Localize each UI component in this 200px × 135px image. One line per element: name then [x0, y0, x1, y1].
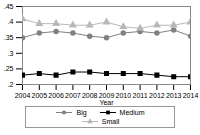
svg-text:2013: 2013: [166, 92, 182, 99]
svg-text:2006: 2006: [48, 92, 64, 99]
svg-text:.2: .2: [8, 81, 14, 88]
svg-text:2011: 2011: [133, 92, 148, 99]
html-text:Medium: Medium: [119, 109, 145, 116]
svg-text:.35: .35: [4, 34, 14, 41]
svg-text:.45: .45: [4, 3, 14, 10]
svg-text:.3: .3: [8, 50, 14, 57]
svg-text:2014: 2014: [183, 92, 199, 99]
svg-text:Year: Year: [99, 99, 114, 106]
svg-text:2008: 2008: [82, 92, 98, 99]
html-text:Small: Small: [101, 118, 120, 125]
svg-text:2009: 2009: [98, 92, 115, 100]
svg-text:.4: .4: [8, 18, 14, 25]
svg-text:2010: 2010: [116, 92, 132, 99]
svg-text:2005: 2005: [32, 92, 48, 99]
svg-text:2007: 2007: [65, 92, 81, 99]
html-text:Big: Big: [76, 109, 87, 116]
svg-text:2012: 2012: [149, 92, 165, 99]
svg-text:2004: 2004: [15, 92, 31, 99]
svg-text:.25: .25: [4, 65, 14, 72]
